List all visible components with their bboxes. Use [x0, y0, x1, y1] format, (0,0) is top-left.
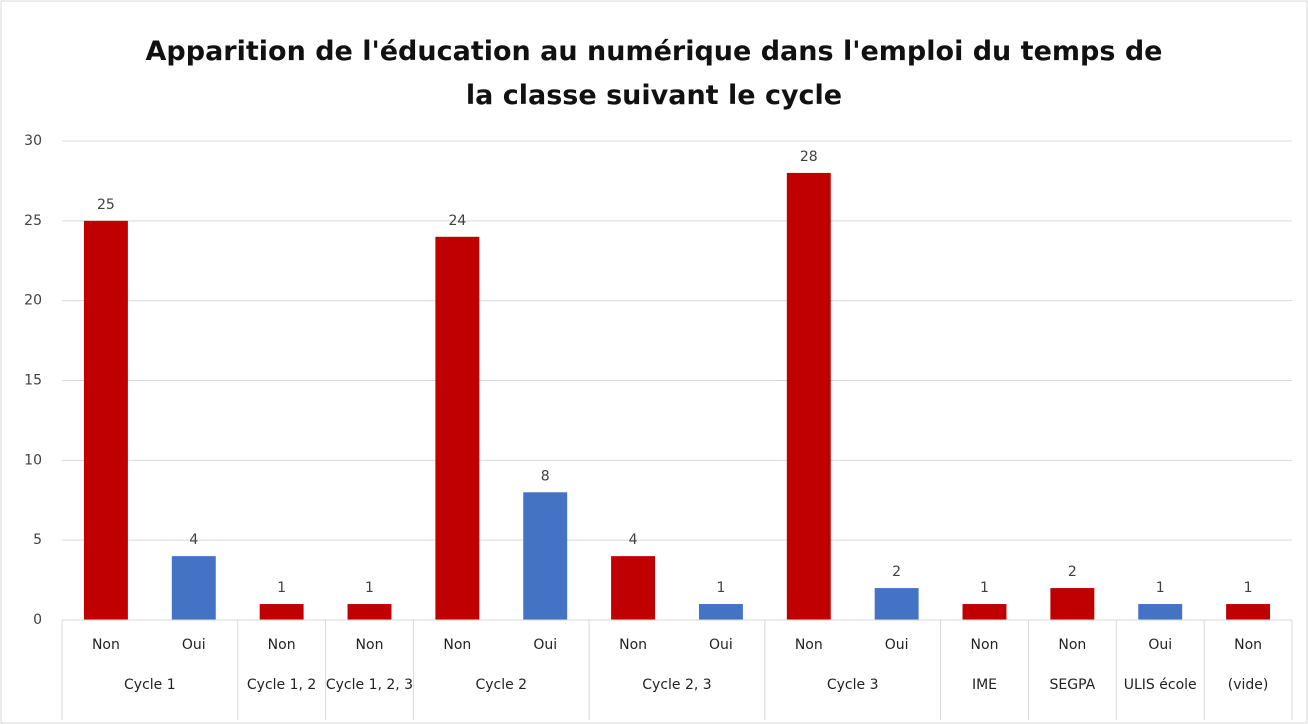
data-label: 2: [892, 564, 901, 580]
data-label: 28: [800, 149, 818, 165]
group-label: Cycle 2: [475, 677, 528, 693]
data-label: 4: [629, 532, 638, 548]
bar: [171, 556, 216, 620]
y-tick-label: 25: [24, 213, 42, 229]
group-label: Cycle 1: [124, 677, 176, 693]
x-tick-label: Non: [443, 637, 471, 653]
x-tick-label: Non: [92, 637, 120, 653]
bar: [1138, 604, 1183, 620]
y-tick-label: 15: [24, 373, 42, 389]
data-label: 2: [1068, 564, 1077, 580]
bar: [83, 220, 128, 621]
x-tick-label: Non: [619, 637, 647, 653]
group-label: Cycle 2, 3: [642, 677, 712, 693]
y-tick-label: 30: [24, 133, 42, 149]
bar: [259, 604, 304, 620]
y-tick-label: 5: [33, 532, 42, 548]
x-tick-label: Oui: [182, 637, 206, 653]
data-label: 1: [365, 580, 374, 596]
x-tick-label: Oui: [709, 637, 733, 653]
y-tick-label: 10: [24, 452, 42, 468]
group-label: Cycle 1, 2, 3: [325, 677, 414, 693]
y-tick-label: 20: [24, 293, 42, 309]
bar: [435, 236, 480, 621]
bar: [962, 604, 1007, 620]
data-label: 25: [97, 197, 115, 213]
x-tick-label: Oui: [1148, 637, 1172, 653]
data-label: 24: [448, 213, 466, 229]
bar: [786, 172, 831, 620]
x-tick-label: Oui: [885, 637, 909, 653]
data-label: 1: [1156, 580, 1165, 596]
x-tick-label: Non: [971, 637, 999, 653]
group-label: (vide): [1227, 677, 1269, 693]
bar: [1226, 604, 1271, 620]
data-label: 1: [716, 580, 725, 596]
bar: [611, 556, 656, 620]
group-label: Cycle 1, 2: [246, 677, 317, 693]
data-label: 4: [189, 532, 198, 548]
chart-title: Apparition de l'éducation au numérique d…: [145, 36, 1163, 111]
x-tick-label: Non: [1058, 637, 1086, 653]
group-label: IME: [971, 677, 998, 693]
group-label: ULIS école: [1123, 677, 1197, 693]
y-tick-label: 0: [33, 612, 42, 628]
x-tick-label: Non: [795, 637, 823, 653]
bar: [347, 604, 392, 620]
bar: [874, 588, 919, 620]
bar: [698, 604, 743, 620]
x-tick-label: Non: [1234, 637, 1262, 653]
group-label: SEGPA: [1049, 677, 1096, 693]
bar: [523, 492, 568, 620]
x-tick-label: Oui: [533, 637, 557, 653]
x-tick-label: Non: [268, 637, 296, 653]
data-label: 1: [980, 580, 989, 596]
group-label: Cycle 3: [826, 677, 879, 693]
x-tick-label: Non: [356, 637, 384, 653]
bar: [1050, 588, 1095, 620]
data-label: 1: [277, 580, 286, 596]
data-label: 1: [1244, 580, 1253, 596]
data-label: 8: [541, 468, 550, 484]
